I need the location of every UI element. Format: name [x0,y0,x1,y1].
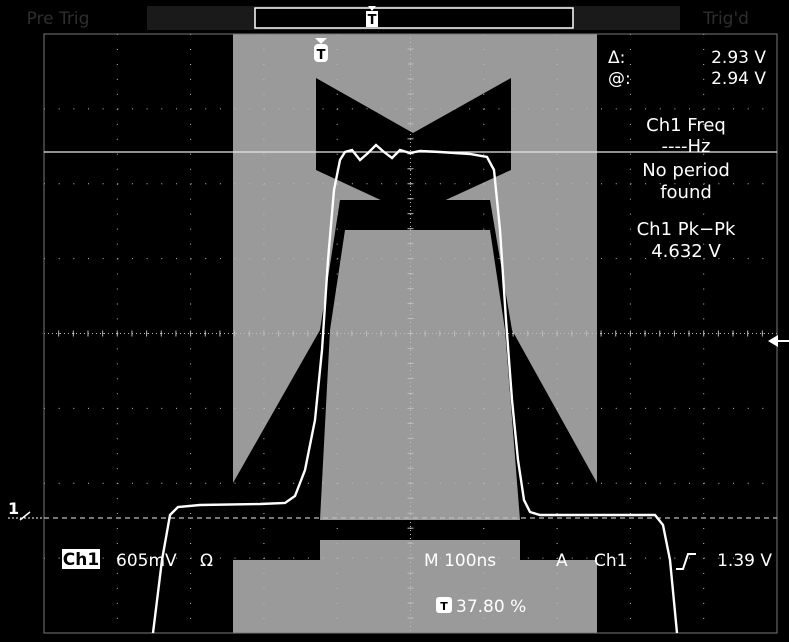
channel-readout: Ch1 605mV Ω [62,549,213,571]
measurement-panel: Ch1 Freq ----Hz No period found Ch1 Pk−P… [637,115,736,262]
rising-edge-icon [676,553,696,570]
svg-text:T: T [368,13,377,28]
ch1-coupling: Ω [200,551,213,571]
svg-text:1: 1 [8,499,19,518]
trigger-position-value: 37.80 % [456,597,526,617]
ch1-badge [62,549,100,569]
timebase-readout: M 100ns A Ch1 1.39 V [424,551,772,571]
trigd-status: Trig'd [702,9,749,29]
svg-text:Ch1: Ch1 [63,550,99,570]
ch1-scale: 605mV [116,551,177,571]
svg-text:T: T [440,600,448,613]
pkpk-title: Ch1 Pk−Pk [637,219,736,240]
pkpk-value: 4.632 V [651,241,721,262]
trigger-position-icon [436,597,452,613]
trigger-position-marker: T [314,38,328,63]
svg-text:T: T [317,48,326,63]
trigger-source: Ch1 [594,551,627,571]
record-trigger-marker: T [366,6,378,28]
ch1-waveform-trace [151,143,679,634]
trigger-level: 1.39 V [717,551,772,571]
ch1-ground-marker: 1 [8,499,44,521]
delta-value: 2.93 V [711,48,766,68]
graticule-border [43,33,778,634]
at-label: @: [608,69,631,89]
delta-label: Δ: [608,48,625,68]
timebase-label: M 100ns [424,551,496,571]
mask-inner-region [320,230,520,520]
at-value: 2.94 V [711,69,766,89]
freq-note-line2: found [660,182,712,203]
freq-note-line1: No period [642,160,730,181]
top-status-bar: Pre Trig Trig'd T [0,0,789,34]
trigger-level-arrow [768,335,778,347]
record-window-bracket [254,7,574,29]
freq-value: ----Hz [662,136,711,157]
graticule-grid [43,33,778,634]
freq-title: Ch1 Freq [646,115,726,136]
trigger-mode: A [556,551,568,571]
cursor-readout: Δ: 2.93 V @: 2.94 V [608,48,766,89]
trigger-position-readout: T 37.80 % [436,597,526,617]
pre-trig-status: Pre Trig [27,9,90,29]
